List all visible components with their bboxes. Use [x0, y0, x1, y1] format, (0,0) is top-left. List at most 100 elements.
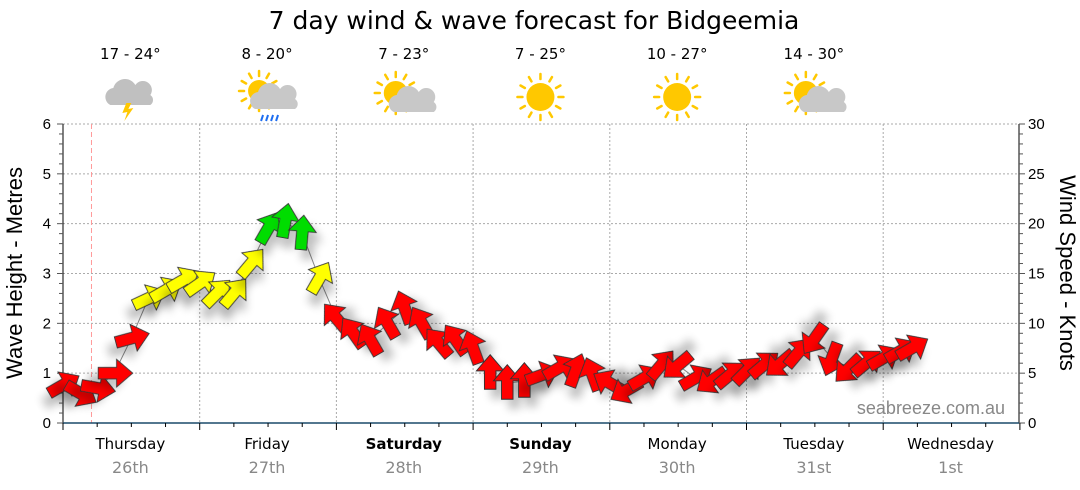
wind-arrow	[835, 352, 866, 382]
right-tick-label: 15	[1028, 266, 1045, 283]
wind-arrow	[696, 365, 730, 394]
sun-ray	[527, 111, 533, 119]
date-label: 1st	[938, 458, 963, 477]
wind-arrow	[97, 358, 134, 388]
day-label: Thursday	[94, 435, 165, 453]
wind-arrow	[492, 364, 523, 400]
wind-arrow	[509, 362, 540, 398]
sun-ray	[794, 73, 800, 81]
sun-ray	[384, 105, 389, 113]
sun-ray	[786, 99, 794, 105]
left-tick-label: 5	[43, 166, 51, 183]
temperature-range: 7 - 25°	[515, 45, 566, 63]
day-label: Wednesday	[907, 435, 994, 453]
wind-arrow	[235, 248, 264, 281]
cloud-shape	[798, 86, 847, 112]
day-label: Monday	[648, 435, 707, 453]
sun-ray	[527, 75, 533, 83]
sun-ray	[402, 73, 408, 81]
cloud-shape	[250, 83, 298, 109]
day-label: Friday	[244, 435, 290, 453]
partly-cloudy-icon	[373, 70, 437, 116]
temperature-range: 7 - 23°	[378, 45, 429, 63]
cloud-shape	[105, 79, 154, 105]
rain-drop	[270, 114, 274, 122]
sun-ray	[376, 81, 384, 87]
left-tick-label: 3	[43, 266, 51, 283]
wind-arrow	[305, 261, 334, 296]
right-tick-label: 5	[1028, 365, 1036, 382]
chart-title: 7 day wind & wave forecast for Bidgeemia	[269, 6, 800, 35]
sun-disc	[526, 83, 555, 111]
wind-arrow	[426, 328, 455, 360]
wind-arrow	[663, 349, 695, 378]
sun-ray	[664, 111, 670, 119]
day-label: Sunday	[509, 435, 572, 453]
partly-cloudy-icon	[783, 70, 847, 116]
sun-ray	[554, 104, 562, 110]
date-label: 30th	[659, 458, 696, 477]
right-tick-label: 0	[1028, 415, 1036, 432]
lightning-bolt	[122, 103, 134, 121]
rain-drop	[275, 114, 279, 122]
wind-arrow	[218, 278, 247, 311]
wind-arrow	[373, 306, 402, 341]
sun-ray	[691, 104, 699, 110]
temperature-range: 10 - 27°	[647, 45, 708, 63]
sunny-icon	[652, 72, 702, 122]
storm-icon	[105, 79, 154, 121]
date-label: 26th	[112, 458, 149, 477]
sun-ray	[786, 81, 794, 87]
date-label: 28th	[385, 458, 422, 477]
sun-ray	[519, 104, 527, 110]
wind-arrow	[79, 373, 116, 404]
wind-arrow	[894, 334, 929, 362]
axes: 0 1 2 3 4 5 6 0 5 10 15 20 25 30 Thursday 26th Friday 27t…	[43, 116, 1045, 477]
left-tick-label: 6	[43, 116, 51, 133]
temperature-range: 8 - 20°	[242, 45, 293, 63]
left-tick-label: 0	[43, 415, 51, 432]
sun-ray	[270, 79, 278, 85]
sun-ray	[247, 72, 253, 80]
left-tick-label: 2	[43, 315, 51, 332]
rain-drop	[260, 114, 264, 122]
temperature-range: 14 - 30°	[784, 45, 845, 63]
sun-ray	[265, 72, 271, 80]
right-tick-label: 25	[1028, 166, 1045, 183]
sun-ray	[240, 97, 248, 103]
cloud-shape	[388, 86, 437, 112]
right-tick-label: 10	[1028, 315, 1045, 332]
sun-ray	[554, 84, 562, 90]
sun-ray	[684, 111, 690, 119]
day-label: Saturday	[366, 435, 443, 453]
wind-arrow	[356, 323, 385, 358]
left-axis-label: Wave Height - Metres	[2, 167, 27, 379]
sun-ray	[812, 73, 818, 81]
wind-arrow	[287, 214, 318, 251]
right-axis-label: Wind Speed - Knots	[1055, 175, 1080, 371]
wind-series	[45, 202, 929, 407]
left-tick-label: 4	[43, 216, 51, 233]
date-label: 29th	[522, 458, 559, 477]
sun-ray	[664, 75, 670, 83]
sun-ray	[240, 79, 248, 85]
left-tick-label: 1	[43, 365, 51, 382]
temperature-range: 17 - 24°	[100, 45, 161, 63]
wind-arrow	[801, 321, 830, 354]
date-label: 27th	[249, 458, 286, 477]
sun-ray	[794, 105, 800, 113]
wind-arrow	[113, 323, 150, 353]
daily-forecast-header: 17 - 24° 8 - 20° 7 - 23° 7 - 25° 10 - 27° 14 …	[100, 45, 847, 122]
sun-ray	[691, 84, 699, 90]
right-tick-label: 20	[1028, 216, 1045, 233]
sun-ray	[384, 73, 389, 81]
sun-ray	[376, 99, 384, 105]
wind-arrow	[475, 354, 505, 390]
sun-ray	[655, 104, 663, 110]
wind-arrow	[270, 202, 301, 240]
sun-cloud-rain-icon	[237, 69, 298, 122]
sun-ray	[818, 81, 826, 87]
day-label: Tuesday	[782, 435, 844, 453]
sun-disc	[663, 83, 692, 111]
